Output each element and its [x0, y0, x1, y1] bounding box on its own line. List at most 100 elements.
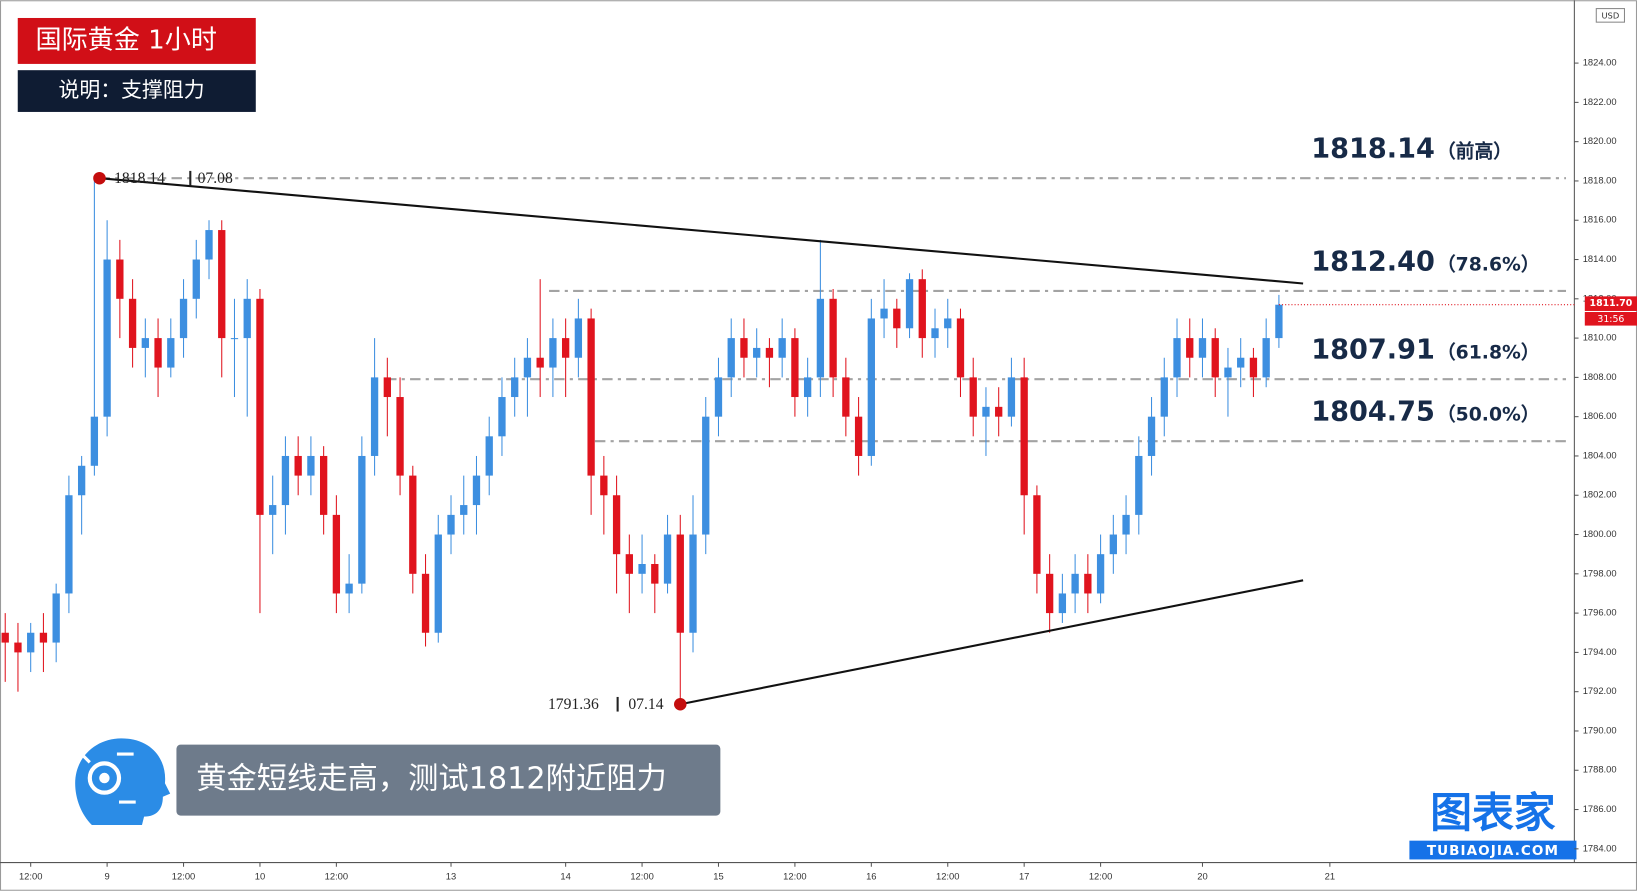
candle-body	[65, 495, 73, 594]
candle-body	[778, 338, 786, 358]
candle-body	[39, 632, 48, 643]
x-tick-label: 10	[255, 871, 265, 882]
candle-body	[396, 397, 404, 476]
x-tick-label: 13	[446, 871, 456, 882]
candle-body	[982, 406, 990, 417]
candle-body	[1237, 357, 1245, 368]
currency: USD	[1601, 10, 1619, 20]
candle-body	[167, 338, 175, 368]
candle-body	[52, 593, 60, 643]
y-tick-label: 1822.00	[1583, 96, 1617, 107]
y-tick-label: 1806.00	[1583, 410, 1617, 421]
level-note: （50.0%）	[1437, 403, 1540, 426]
candle-body	[1, 632, 9, 643]
candle-body	[434, 534, 442, 633]
candle-body	[370, 377, 379, 456]
candle-body	[27, 632, 35, 653]
candle-body	[638, 563, 646, 574]
candle-body	[1135, 455, 1143, 515]
y-tick-label: 1824.00	[1583, 57, 1617, 68]
candle-body	[689, 534, 697, 633]
candle-body	[1262, 338, 1270, 378]
y-tick-label: 1784.00	[1583, 842, 1617, 853]
y-tick-label: 1802.00	[1583, 489, 1617, 500]
level-note: （78.6%）	[1437, 252, 1540, 275]
x-tick-label: 9	[105, 871, 110, 882]
x-tick-label: 16	[866, 871, 876, 882]
anchor-point	[674, 697, 687, 711]
candle-body	[192, 259, 200, 299]
candle-body	[1045, 573, 1054, 614]
candle-body	[90, 416, 99, 466]
candle-body	[944, 318, 952, 329]
candle-body	[867, 318, 875, 456]
subtitle-box	[17, 70, 256, 112]
countdown-tag	[1584, 312, 1637, 326]
anchor-date: 07.14	[628, 696, 663, 713]
candle-body	[816, 298, 825, 378]
candle-body	[345, 583, 353, 594]
candle-body	[103, 259, 111, 417]
avatar-icon	[75, 738, 171, 825]
candle-body	[651, 563, 659, 584]
candle-body	[358, 455, 366, 584]
candle-body	[1173, 338, 1181, 378]
x-tick-label: 12:00	[172, 871, 195, 882]
candle-body	[612, 495, 621, 555]
candle-body	[842, 377, 850, 417]
candle-body	[1007, 377, 1016, 417]
level-label: 1807.91	[1311, 334, 1435, 365]
candle-body	[753, 347, 761, 358]
y-tick-label: 1800.00	[1583, 528, 1617, 539]
candle-body	[1096, 554, 1105, 594]
y-tick-label: 1788.00	[1583, 764, 1617, 775]
candle-body	[409, 475, 417, 574]
candle-body	[893, 308, 901, 329]
candle-body	[523, 357, 532, 378]
y-tick-label: 1816.00	[1583, 214, 1617, 225]
candle-body	[574, 318, 583, 358]
y-tick-label: 1804.00	[1583, 449, 1617, 460]
candle-body	[1058, 593, 1067, 614]
plot: 1818.14 （前高）1812.40 （78.6%）1807.91 （61.8%）1…	[1, 134, 1567, 713]
candle-body	[829, 298, 837, 378]
candle-body	[447, 514, 455, 535]
candle-body	[587, 318, 595, 476]
level-note: （前高）	[1437, 140, 1512, 163]
trendline	[680, 579, 1304, 706]
candle-body	[1275, 304, 1283, 339]
candle-body	[421, 573, 430, 633]
y-tick-label: 1818.00	[1583, 174, 1617, 185]
anchor-price: 1818.14	[114, 170, 165, 187]
candle-body	[460, 505, 468, 515]
candle-body	[230, 338, 239, 340]
candle-body	[154, 338, 162, 368]
anchor-point	[93, 171, 106, 185]
candle-body	[498, 397, 506, 437]
candle-body	[1160, 377, 1168, 417]
candle-body	[969, 377, 977, 417]
candle-body	[536, 357, 544, 368]
candle-body	[1122, 514, 1130, 535]
x-tick-label: 21	[1325, 871, 1335, 882]
last-price: 1811.70	[1590, 298, 1633, 309]
candle-body	[561, 338, 570, 358]
candle-body	[727, 338, 735, 378]
candle-body	[714, 377, 723, 417]
logo-site: TUBIAOJIA.COM	[1427, 843, 1559, 859]
title-box	[17, 17, 256, 64]
x-tick-label: 12:00	[19, 871, 42, 882]
y-tick-label: 1820.00	[1583, 135, 1617, 146]
y-tick-label: 1810.00	[1583, 332, 1617, 343]
candle-body	[319, 455, 328, 515]
candle-body	[1186, 338, 1194, 358]
level-label: 1818.14	[1311, 134, 1435, 165]
candle-body	[880, 308, 888, 319]
candle-body	[1071, 573, 1079, 594]
candle-body	[918, 279, 926, 339]
candle-body	[663, 534, 672, 584]
x-tick-label: 12:00	[936, 871, 959, 882]
